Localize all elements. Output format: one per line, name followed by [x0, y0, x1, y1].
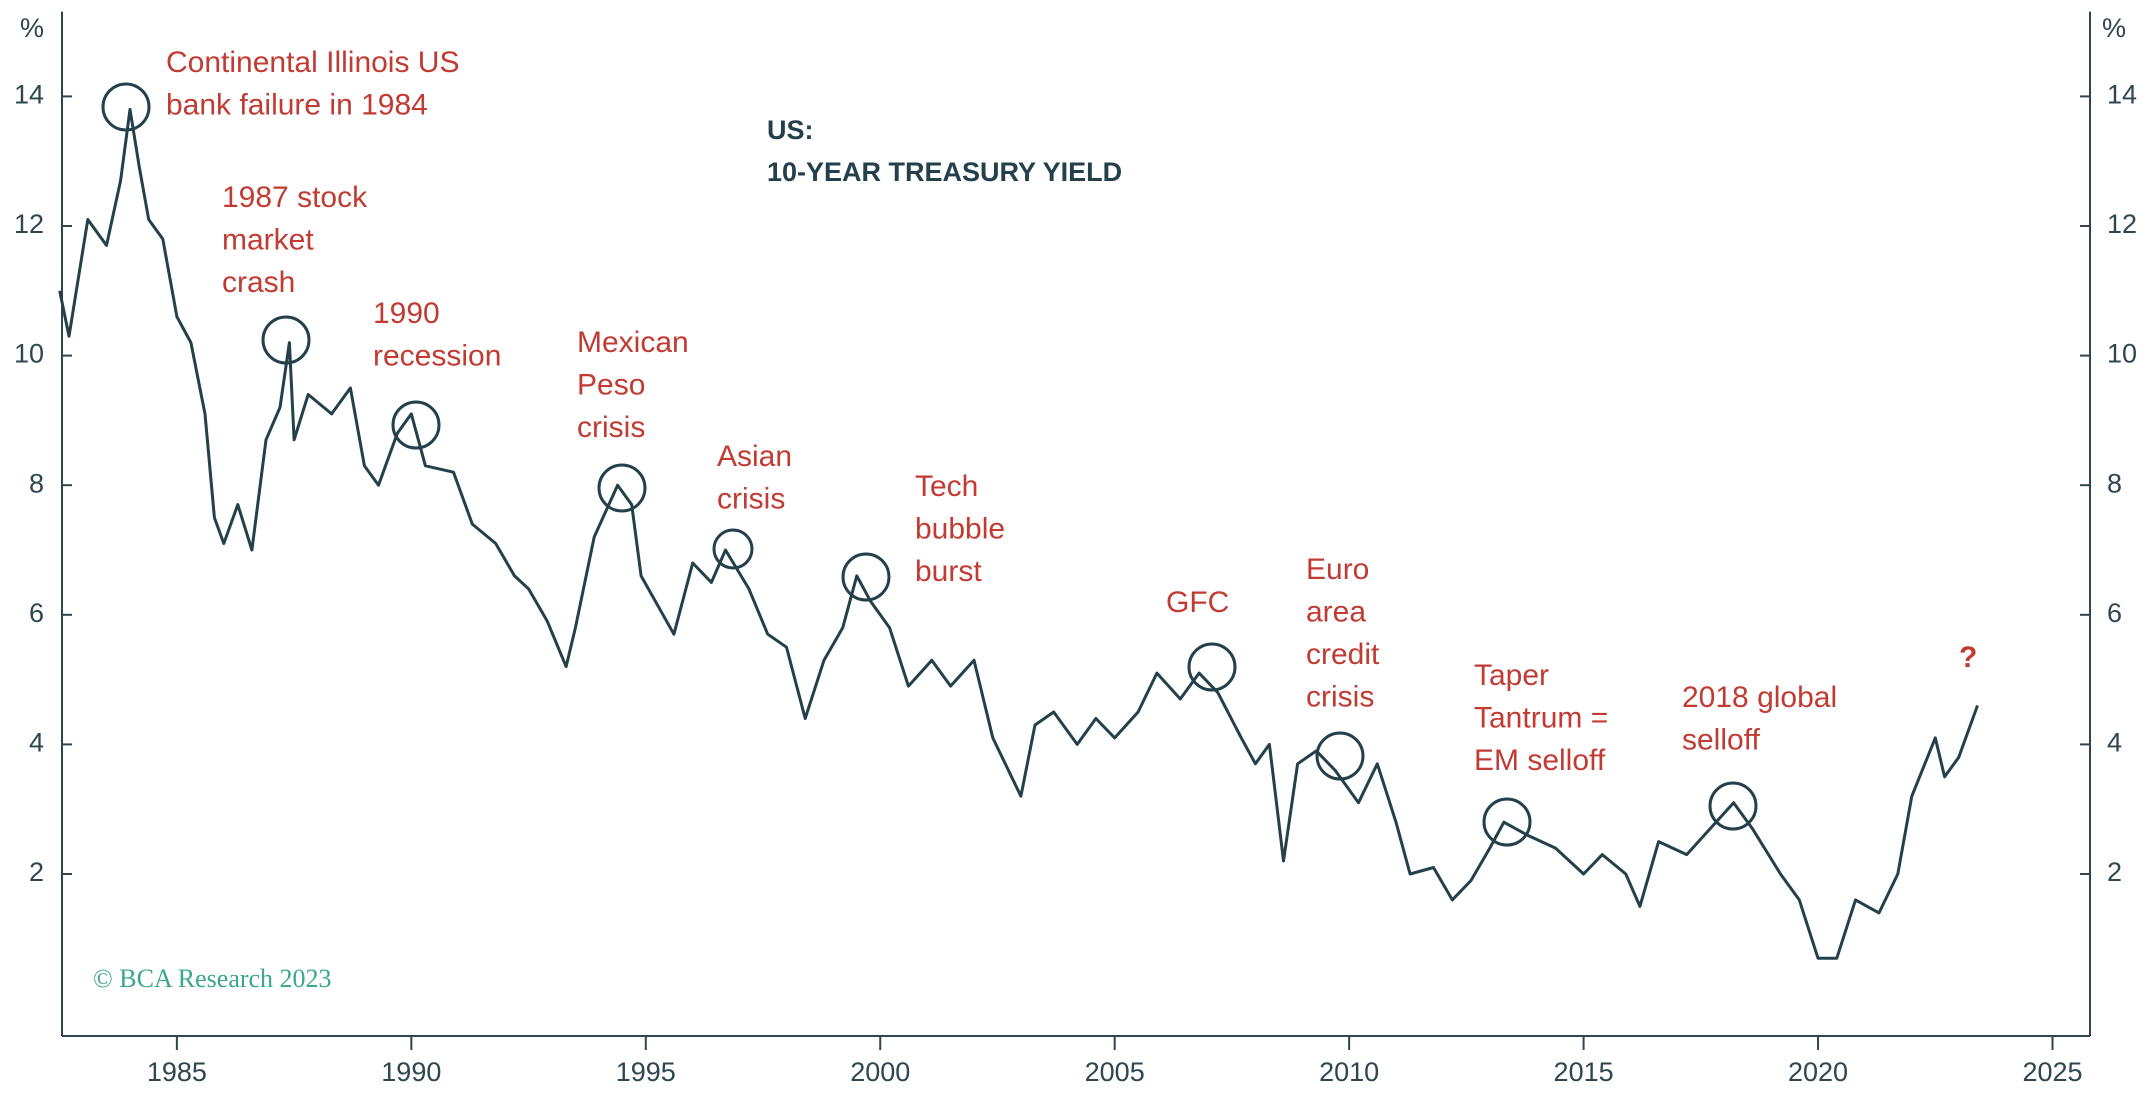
annotation: bubble [915, 512, 1005, 545]
y2-tick-label: 14 [2107, 80, 2137, 110]
annotation: Asian [717, 440, 792, 473]
highlight-circle [597, 463, 647, 513]
y2-axis-label: % [2102, 13, 2126, 43]
annotation: area [1306, 595, 1366, 628]
annotation: Mexican [577, 326, 689, 359]
y2-tick-label: 2 [2107, 857, 2122, 887]
annotation: crash [222, 266, 295, 299]
annotation: Tantrum = [1474, 701, 1608, 734]
highlight-circle [101, 82, 151, 132]
annotation: burst [915, 555, 982, 588]
y2-tick-label: 10 [2107, 339, 2137, 369]
x-tick-label: 2025 [2022, 1057, 2082, 1087]
y-tick-label: 4 [29, 728, 44, 758]
x-tick-label: 2015 [1554, 1057, 1614, 1087]
annotation: Euro [1306, 553, 1369, 586]
highlight-circle [391, 400, 441, 450]
y-tick-label: 14 [14, 80, 44, 110]
annotation: ? [1959, 641, 1977, 674]
annotation: crisis [1306, 680, 1374, 713]
y-tick-label: 10 [14, 339, 44, 369]
annotation: crisis [577, 411, 645, 444]
annotation: Tech [915, 470, 978, 503]
y-tick-label: 6 [29, 598, 44, 628]
annotation: selloff [1682, 723, 1760, 756]
x-tick-label: 2005 [1085, 1057, 1145, 1087]
annotation: Peso [577, 368, 645, 401]
highlight-circle [1315, 731, 1365, 781]
y2-tick-label: 12 [2107, 209, 2137, 239]
annotation: 1987 stock [222, 181, 368, 214]
highlight-circle [1482, 797, 1532, 847]
x-tick-label: 1995 [616, 1057, 676, 1087]
x-tick-label: 2010 [1319, 1057, 1379, 1087]
y2-tick-label: 6 [2107, 598, 2122, 628]
annotation: recession [373, 339, 501, 372]
highlight-circle [841, 552, 891, 602]
highlight-circle [1187, 642, 1237, 692]
credit: © BCA Research 2023 [93, 964, 332, 993]
x-tick-label: 2000 [850, 1057, 910, 1087]
x-tick-label: 1990 [381, 1057, 441, 1087]
highlight-circle [1708, 781, 1758, 831]
annotation: EM selloff [1474, 744, 1606, 777]
annotation: credit [1306, 638, 1380, 671]
y2-tick-label: 8 [2107, 468, 2122, 498]
x-tick-label: 2020 [1788, 1057, 1848, 1087]
annotation: Taper [1474, 659, 1549, 692]
y2-tick-label: 4 [2107, 728, 2122, 758]
annotation: 1990 [373, 297, 440, 330]
chart-title: US: [767, 115, 814, 145]
annotation: crisis [717, 482, 785, 515]
chart-title: 10-YEAR TREASURY YIELD [767, 157, 1122, 187]
y-tick-label: 2 [29, 857, 44, 887]
annotation: market [222, 223, 314, 256]
y-axis-label: % [20, 13, 44, 43]
annotation: GFC [1166, 586, 1229, 619]
highlight-circle [712, 528, 754, 570]
annotation: 2018 global [1682, 681, 1837, 714]
highlight-circle [261, 315, 311, 365]
x-tick-label: 1985 [147, 1057, 207, 1087]
annotation: bank failure in 1984 [166, 88, 428, 121]
annotation: Continental Illinois US [166, 46, 459, 79]
yield-line [58, 107, 1979, 960]
y-tick-label: 8 [29, 468, 44, 498]
y-tick-label: 12 [14, 209, 44, 239]
